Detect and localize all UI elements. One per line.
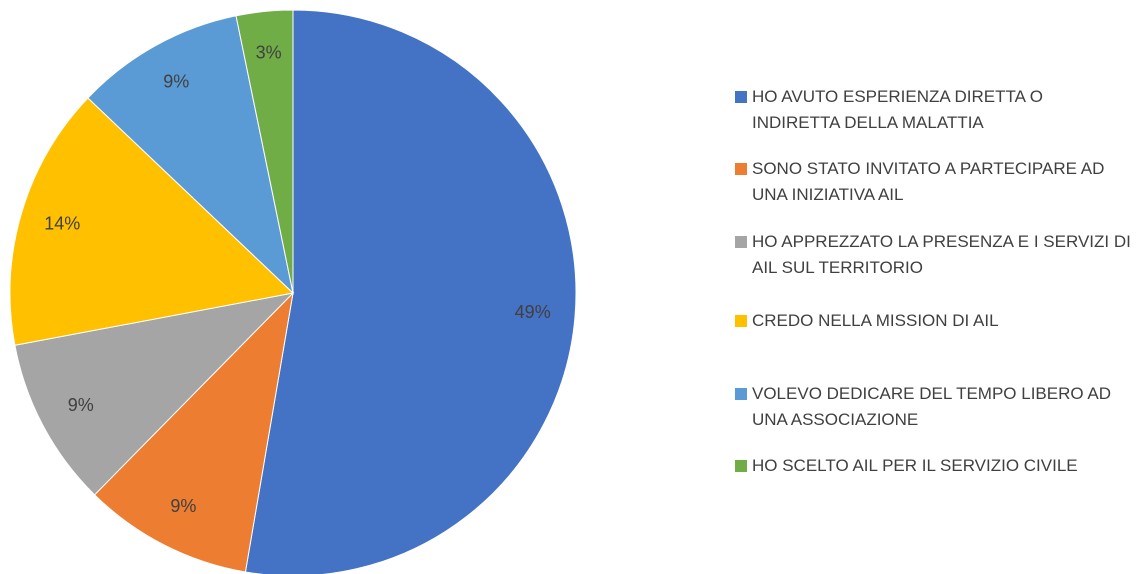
data-label: 49%: [515, 302, 551, 322]
legend-label: VOLEVO DEDICARE DEL TEMPO LIBERO AD UNA …: [752, 384, 1111, 429]
pie: 49% 9% 9% 14% 9% 3%: [9, 9, 577, 574]
legend-swatch: [735, 91, 747, 103]
legend-entry: CREDO NELLA MISSION DI AIL: [735, 308, 1135, 334]
legend-label: CREDO NELLA MISSION DI AIL: [752, 311, 999, 330]
legend-swatch: [735, 388, 747, 400]
legend-entry: HO AVUTO ESPERIENZA DIRETTA O INDIRETTA …: [735, 84, 1135, 136]
data-label: 9%: [170, 496, 196, 516]
data-label: 9%: [163, 71, 189, 91]
legend-label: SONO STATO INVITATO A PARTECIPARE AD UNA…: [752, 159, 1105, 204]
legend-swatch: [735, 163, 747, 175]
legend-swatch: [735, 236, 747, 248]
legend-label: HO APPREZZATO LA PRESENZA E I SERVIZI DI…: [752, 232, 1131, 277]
data-label: 9%: [68, 395, 94, 415]
legend-entry: SONO STATO INVITATO A PARTECIPARE AD UNA…: [735, 156, 1135, 208]
legend-entry: HO SCELTO AIL PER IL SERVIZIO CIVILE: [735, 453, 1135, 479]
legend-swatch: [735, 460, 747, 472]
pie-slice: [244, 9, 577, 574]
data-label: 14%: [44, 214, 80, 234]
legend-label: HO SCELTO AIL PER IL SERVIZIO CIVILE: [752, 456, 1078, 475]
legend-swatch: [735, 315, 747, 327]
pie-slice: [93, 291, 294, 573]
pie-slice: [235, 9, 294, 294]
legend-entry: VOLEVO DEDICARE DEL TEMPO LIBERO AD UNA …: [735, 381, 1135, 433]
legend-entry: HO APPREZZATO LA PRESENZA E I SERVIZI DI…: [735, 229, 1135, 281]
data-label: 3%: [256, 42, 282, 62]
pie-slice: [14, 292, 295, 496]
pie-slice: [9, 97, 295, 346]
pie-slice: [87, 15, 294, 295]
legend-label: HO AVUTO ESPERIENZA DIRETTA O INDIRETTA …: [752, 87, 1043, 132]
